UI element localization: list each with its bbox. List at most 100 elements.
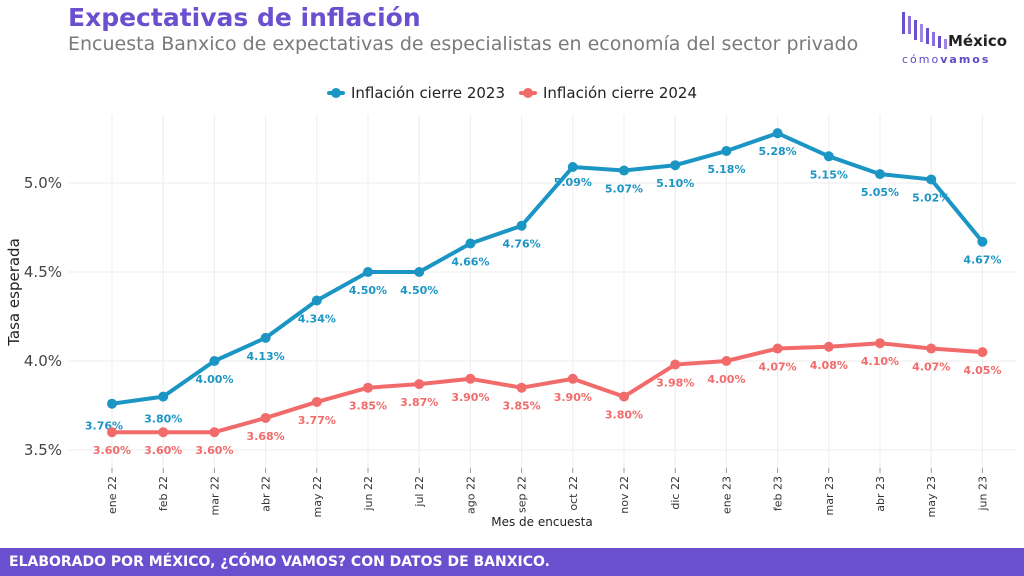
data-label-0: 4.00% [195,373,233,386]
x-tick-label: abr 23 [874,476,887,512]
y-tick-label: 4.0% [24,352,62,370]
data-label-0: 5.28% [759,145,797,158]
data-point-1 [414,379,425,390]
x-tick-label: mar 22 [208,476,221,515]
legend-item-2023: Inflación cierre 2023 [327,84,505,102]
data-label-1: 3.98% [656,377,694,390]
data-point-1 [311,396,322,407]
data-point-0 [619,165,629,176]
x-tick-label: ene 22 [106,476,119,514]
data-point-1 [670,359,681,370]
data-label-1: 3.90% [451,391,489,404]
data-label-0: 5.05% [861,186,899,199]
logo-tag-bold: vamos [940,53,991,66]
data-label-0: 5.18% [707,163,745,176]
legend-item-2024: Inflación cierre 2024 [519,84,697,102]
data-point-0 [875,169,885,180]
data-point-0 [567,161,578,172]
logo-tagline: cómovamos [902,53,990,66]
legend-swatch-2024 [519,88,537,98]
chart-legend: Inflación cierre 2023 Inflación cierre 2… [0,84,1024,102]
data-label-0: 4.50% [400,284,438,297]
x-tick-label: abr 22 [260,476,273,512]
data-point-1 [823,341,834,352]
data-label-1: 3.85% [503,400,541,413]
data-label-1: 3.90% [554,391,592,404]
page-title: Expectativas de inflación [68,3,421,32]
data-label-0: 4.34% [298,312,336,325]
data-point-1 [158,427,169,438]
data-point-0 [670,160,681,171]
data-label-1: 3.60% [195,444,233,457]
data-label-0: 4.76% [503,238,541,251]
y-tick-label: 4.5% [24,263,62,281]
data-point-0 [209,356,220,366]
data-point-0 [823,151,834,162]
data-label-1: 3.77% [298,414,336,427]
x-tick-label: mar 23 [823,476,836,515]
logo-bars-icon [902,12,947,49]
data-point-0 [363,267,373,277]
data-point-0 [107,398,117,409]
data-label-1: 4.05% [963,364,1001,377]
data-label-0: 4.50% [349,284,387,297]
data-point-0 [721,145,732,156]
data-label-1: 3.80% [605,409,643,422]
data-label-0: 5.10% [656,177,694,190]
x-tick-label: feb 23 [772,476,785,511]
x-tick-label: oct 22 [567,476,580,511]
data-label-0: 4.67% [963,254,1001,267]
data-label-1: 3.60% [93,444,131,457]
data-point-0 [772,128,783,139]
data-point-0 [977,236,988,247]
data-label-1: 3.68% [247,430,285,443]
series-line-1 [110,341,985,435]
data-point-1 [772,343,783,354]
x-tick-label: nov 22 [618,476,631,514]
x-tick-label: feb 22 [157,476,170,511]
data-point-0 [926,174,937,185]
page-subtitle: Encuesta Banxico de expectativas de espe… [68,33,859,55]
data-label-0: 5.09% [554,176,592,189]
footer-credit: ELABORADO POR MÉXICO, ¿CÓMO VAMOS? CON D… [0,548,1024,576]
mexico-como-vamos-logo: México cómovamos [900,10,1020,70]
y-tick-label: 5.0% [24,174,62,192]
x-tick-label: may 22 [311,476,324,517]
data-label-1: 4.00% [707,373,745,386]
data-point-1 [516,382,527,393]
data-label-0: 4.13% [247,350,285,363]
data-point-0 [260,332,271,343]
data-label-0: 5.02% [912,191,950,204]
data-point-1 [875,338,885,349]
data-label-0: 3.80% [144,413,182,426]
data-point-1 [107,427,117,438]
data-point-1 [567,373,578,384]
data-point-1 [619,391,629,402]
x-tick-label: ago 22 [464,476,477,514]
data-label-0: 5.15% [810,168,848,181]
data-label-1: 4.07% [759,361,797,374]
x-tick-label: dic 22 [669,476,682,510]
data-point-0 [311,295,322,306]
x-tick-label: may 23 [925,476,938,517]
data-label-0: 5.07% [605,183,643,196]
data-point-1 [721,356,732,366]
legend-label-2023: Inflación cierre 2023 [351,84,505,102]
x-tick-label: jul 22 [413,476,426,508]
series-line-0 [110,131,985,406]
data-point-0 [158,391,169,402]
x-tick-label: ene 23 [720,476,733,514]
data-point-0 [414,267,425,277]
logo-name: México [948,32,1008,50]
data-point-1 [926,343,937,354]
y-axis-label: Tasa esperada [5,238,23,347]
data-point-1 [363,382,373,393]
data-label-0: 4.66% [451,256,489,269]
legend-label-2024: Inflación cierre 2024 [543,84,697,102]
x-tick-label: sep 22 [516,476,529,513]
legend-swatch-2023 [327,88,345,98]
data-label-1: 4.10% [861,355,899,368]
logo-tag-light: cómo [902,53,941,66]
data-point-1 [260,412,271,423]
x-tick-label: jun 23 [976,476,989,512]
